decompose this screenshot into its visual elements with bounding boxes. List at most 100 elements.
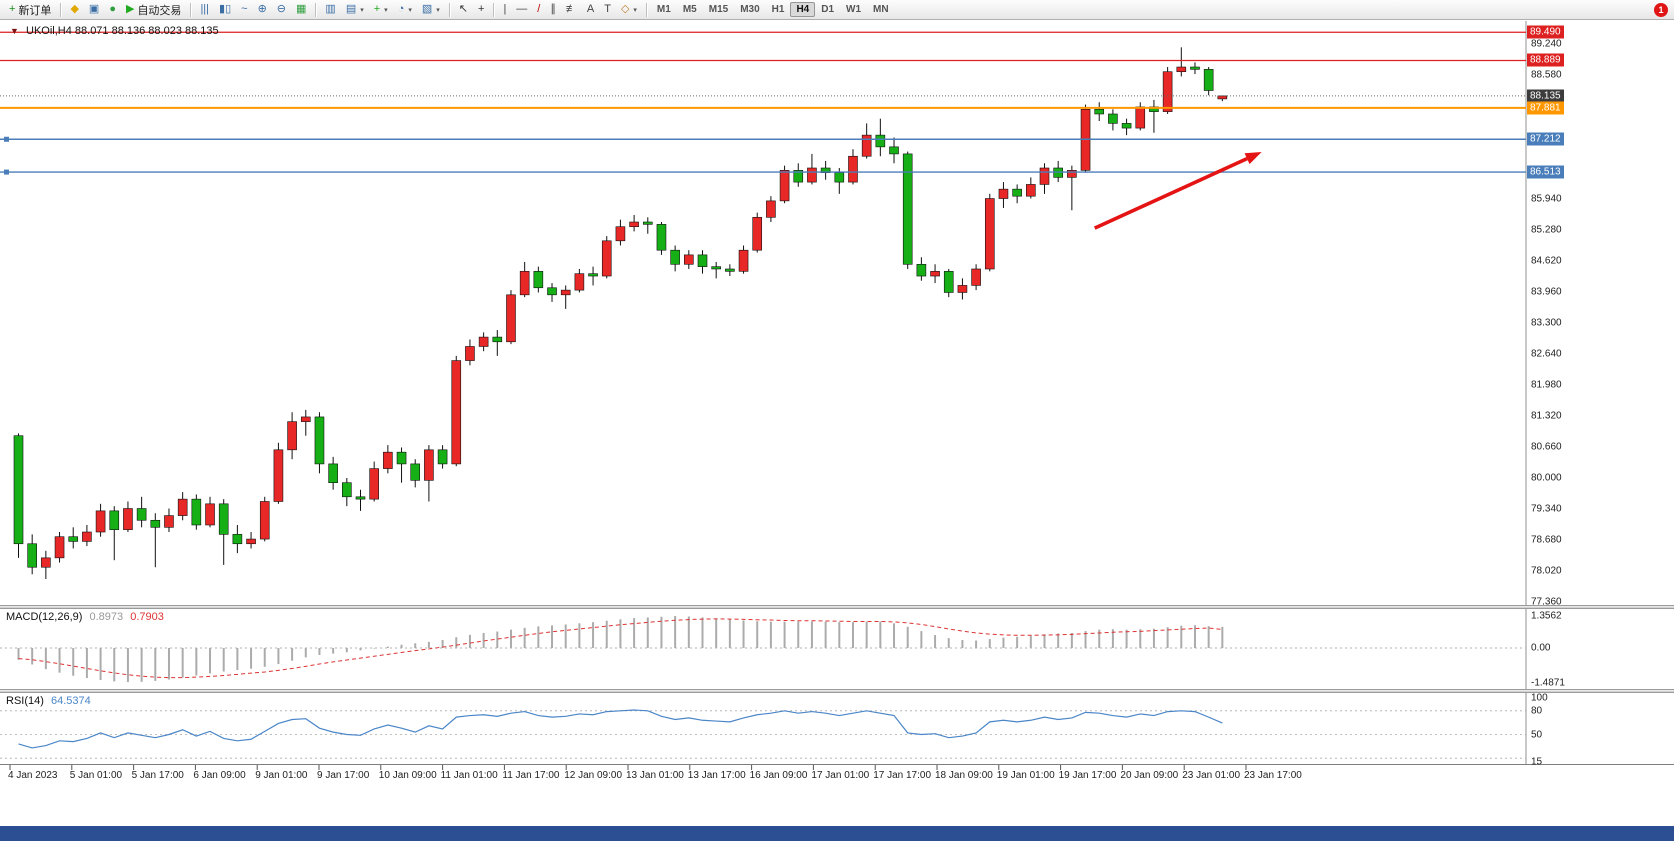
new-order-button[interactable]: + 新订单: [4, 1, 56, 19]
clock-icon: ◔: [397, 3, 405, 15]
text-button[interactable]: A: [582, 1, 599, 19]
channel-button[interactable]: ∥: [545, 1, 561, 19]
price-axis-label: 81.980: [1531, 379, 1562, 391]
channel-icon: ∥: [550, 3, 556, 15]
candle-body: [615, 226, 626, 242]
toolbar: + 新订单 ◆ ▣ ● ▶ 自动交易 ||| ▮▯ ~ ⊕ ⊖ ▦ ▥ ▤ ▾ + ▾ ◔ ▾ ▧ ▾ ↖ + | — / ∥ ≢ A T ◇…: [0, 0, 1674, 20]
time-axis[interactable]: [0, 764, 1674, 785]
candle-body: [957, 285, 968, 293]
candle-body: [533, 271, 544, 289]
crosshair-button[interactable]: +: [473, 1, 489, 19]
horizontal-line-button[interactable]: —: [511, 1, 532, 19]
price-axis-label: 83.960: [1531, 286, 1562, 298]
new-chart-button[interactable]: ▤ ▾: [341, 1, 369, 19]
timeframe-h4-button[interactable]: H4: [790, 2, 816, 17]
line-chart-button[interactable]: ~: [236, 1, 252, 19]
timeframe-m1-button[interactable]: M1: [656, 4, 671, 15]
candle-body: [287, 421, 297, 451]
zoom-in-button[interactable]: ⊕: [253, 1, 272, 19]
timeframe-d1-button[interactable]: D1: [821, 4, 835, 15]
auto-trading-button[interactable]: ▶ 自动交易: [121, 1, 186, 19]
periods-button[interactable]: ◔ ▾: [393, 1, 417, 19]
timeframe-h1-button[interactable]: H1: [771, 4, 785, 15]
candle-body: [875, 134, 886, 148]
timeframe-m15-button[interactable]: M15: [708, 4, 729, 15]
grid-button[interactable]: ▦: [291, 1, 311, 19]
candle-body: [164, 515, 174, 528]
new-chart-icon: ▤: [345, 3, 357, 15]
candle-body: [738, 249, 749, 272]
timeframe-m30-button[interactable]: M30: [740, 4, 760, 15]
zoom-out-button[interactable]: ⊖: [272, 1, 291, 19]
refresh-button[interactable]: ●: [104, 1, 121, 19]
candlestick-chart-button[interactable]: ▮▯: [214, 1, 236, 19]
taskbar[interactable]: [0, 826, 1674, 841]
candle-body: [752, 217, 763, 251]
fibonacci-button[interactable]: ≢: [561, 1, 582, 19]
symbol-menu-button[interactable]: ▼: [10, 26, 19, 36]
price-axis-label: 80.000: [1531, 472, 1562, 484]
timeframe-mn-button[interactable]: MN: [873, 4, 889, 15]
candle-body: [1217, 95, 1228, 100]
candle-body: [834, 172, 845, 183]
notifications-badge[interactable]: 1: [1654, 3, 1668, 17]
indicators-button[interactable]: + ▾: [369, 1, 393, 19]
bar-chart-button[interactable]: |||: [195, 1, 214, 19]
candle-body: [396, 451, 407, 465]
rsi-axis-label: 15: [1531, 756, 1543, 768]
time-axis-label: 12 Jan 09:00: [564, 770, 623, 781]
auto-trading-button-label: 自动交易: [137, 4, 182, 17]
timeframe-w1-button[interactable]: W1: [846, 4, 862, 15]
candle-body: [861, 134, 872, 157]
candle-body: [136, 508, 147, 521]
orange-level-line-price-badge: 87.881: [1527, 101, 1564, 115]
macd-panel-splitter[interactable]: [0, 605, 1674, 609]
candle-body: [984, 198, 995, 270]
candle-body: [109, 510, 120, 530]
trend-arrow-head[interactable]: [1244, 152, 1262, 165]
time-axis-label: 5 Jan 01:00: [69, 770, 123, 781]
time-axis-label: 10 Jan 09:00: [378, 770, 437, 781]
support-line-lower-handle[interactable]: [4, 169, 9, 175]
vertical-line-button[interactable]: |: [498, 1, 511, 19]
candle-body: [13, 435, 24, 545]
zoom-out-icon: ⊖: [276, 3, 286, 15]
candle-body: [1203, 69, 1214, 91]
price-axis-label: 79.340: [1531, 503, 1562, 515]
candle-body: [1039, 167, 1050, 185]
candle-body: [273, 449, 284, 502]
time-axis-label: 5 Jan 17:00: [131, 770, 184, 781]
candle-body: [95, 510, 106, 533]
macd-axis-label: -1.4871: [1531, 677, 1565, 689]
candle-body: [793, 170, 804, 183]
text-label-button[interactable]: T: [599, 1, 616, 19]
favorites-button[interactable]: ◆: [65, 1, 83, 19]
shapes-button[interactable]: ◇ ▾: [616, 1, 642, 19]
shapes-icon: ◇: [620, 3, 630, 15]
templates-button[interactable]: ▧ ▾: [417, 1, 445, 19]
chart-window-button[interactable]: ▣: [84, 1, 104, 19]
candle-body: [1135, 106, 1146, 129]
macd-axis-label: 0.00: [1531, 642, 1551, 654]
candle-body: [492, 336, 503, 343]
support-line-upper-handle[interactable]: [4, 136, 9, 142]
zoom-in-icon: ⊕: [257, 3, 267, 15]
price-axis-label: 82.640: [1531, 348, 1562, 360]
cursor-button[interactable]: ↖: [454, 1, 473, 19]
trend-arrow-line[interactable]: [1093, 157, 1248, 230]
star-icon: ◆: [70, 3, 79, 15]
candle-body: [574, 273, 585, 291]
trendline-button[interactable]: /: [532, 1, 545, 19]
resistance-line-lower-price-badge: 88.889: [1527, 53, 1564, 67]
candle-body: [588, 273, 598, 277]
timeframe-m5-button[interactable]: M5: [682, 4, 697, 15]
rsi-axis-label: 50: [1531, 729, 1543, 740]
rsi-panel-splitter[interactable]: [0, 689, 1674, 693]
candle-body: [506, 294, 516, 343]
text-icon: A: [586, 3, 595, 15]
tile-windows-button[interactable]: ▥: [320, 1, 340, 19]
price-axis-label: 80.660: [1531, 441, 1562, 453]
toolbar-separator: [645, 2, 647, 17]
rsi-value: 64.5374: [50, 695, 91, 707]
